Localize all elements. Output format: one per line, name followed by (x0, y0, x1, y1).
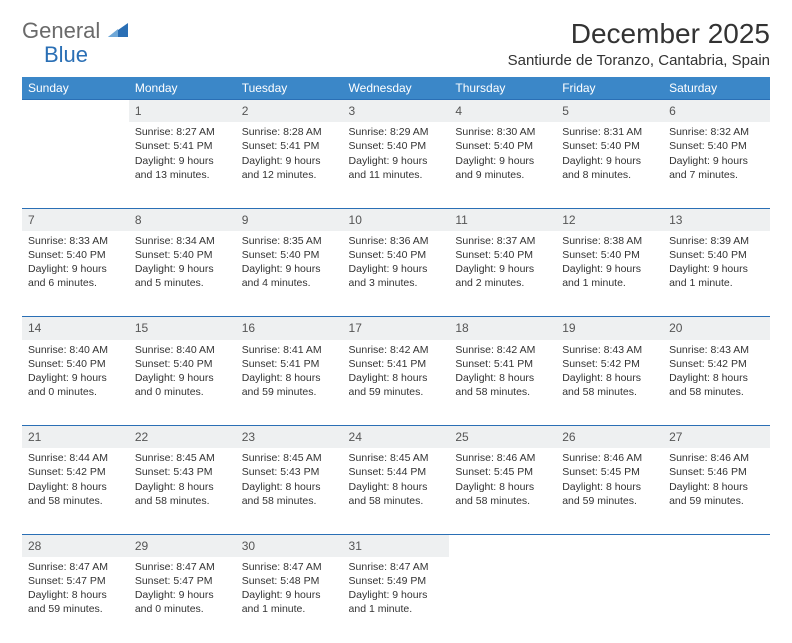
day-details (556, 557, 663, 643)
daynum-row: 123456 (22, 100, 770, 123)
daynum-row: 28293031 (22, 534, 770, 557)
day-number: 2 (236, 100, 343, 123)
sail-icon (106, 19, 130, 44)
day-number: 1 (129, 100, 236, 123)
location: Santiurde de Toranzo, Cantabria, Spain (508, 52, 770, 69)
day-number: 25 (449, 426, 556, 449)
day-number: 19 (556, 317, 663, 340)
day-details: Sunrise: 8:45 AMSunset: 5:43 PMDaylight:… (236, 448, 343, 534)
day-number: 30 (236, 534, 343, 557)
day-details: Sunrise: 8:34 AMSunset: 5:40 PMDaylight:… (129, 231, 236, 317)
day-details: Sunrise: 8:46 AMSunset: 5:45 PMDaylight:… (449, 448, 556, 534)
daynum-row: 14151617181920 (22, 317, 770, 340)
day-number: 10 (343, 208, 450, 231)
day-number: 22 (129, 426, 236, 449)
day-number: 28 (22, 534, 129, 557)
day-details: Sunrise: 8:47 AMSunset: 5:47 PMDaylight:… (22, 557, 129, 643)
day-number: 27 (663, 426, 770, 449)
day-number: 12 (556, 208, 663, 231)
day-number: 24 (343, 426, 450, 449)
details-row: Sunrise: 8:44 AMSunset: 5:42 PMDaylight:… (22, 448, 770, 534)
weekday-header: Monday (129, 77, 236, 100)
details-row: Sunrise: 8:47 AMSunset: 5:47 PMDaylight:… (22, 557, 770, 643)
title-block: December 2025 Santiurde de Toranzo, Cant… (508, 18, 770, 69)
weekday-header: Wednesday (343, 77, 450, 100)
daynum-row: 21222324252627 (22, 426, 770, 449)
day-number: 18 (449, 317, 556, 340)
day-details: Sunrise: 8:42 AMSunset: 5:41 PMDaylight:… (343, 340, 450, 426)
header: General Blue December 2025 Santiurde de … (22, 18, 770, 69)
day-number: 14 (22, 317, 129, 340)
details-row: Sunrise: 8:33 AMSunset: 5:40 PMDaylight:… (22, 231, 770, 317)
day-number: 3 (343, 100, 450, 123)
day-details: Sunrise: 8:41 AMSunset: 5:41 PMDaylight:… (236, 340, 343, 426)
day-details: Sunrise: 8:30 AMSunset: 5:40 PMDaylight:… (449, 122, 556, 208)
day-details: Sunrise: 8:29 AMSunset: 5:40 PMDaylight:… (343, 122, 450, 208)
day-number (22, 100, 129, 123)
day-details: Sunrise: 8:45 AMSunset: 5:43 PMDaylight:… (129, 448, 236, 534)
day-details: Sunrise: 8:33 AMSunset: 5:40 PMDaylight:… (22, 231, 129, 317)
day-number: 6 (663, 100, 770, 123)
day-details: Sunrise: 8:32 AMSunset: 5:40 PMDaylight:… (663, 122, 770, 208)
weekday-header-row: Sunday Monday Tuesday Wednesday Thursday… (22, 77, 770, 100)
day-details: Sunrise: 8:46 AMSunset: 5:45 PMDaylight:… (556, 448, 663, 534)
day-details: Sunrise: 8:47 AMSunset: 5:47 PMDaylight:… (129, 557, 236, 643)
day-number: 7 (22, 208, 129, 231)
day-details: Sunrise: 8:40 AMSunset: 5:40 PMDaylight:… (129, 340, 236, 426)
day-number: 16 (236, 317, 343, 340)
day-number: 13 (663, 208, 770, 231)
logo-text-general: General (22, 18, 100, 44)
day-number: 17 (343, 317, 450, 340)
day-details: Sunrise: 8:42 AMSunset: 5:41 PMDaylight:… (449, 340, 556, 426)
day-number: 8 (129, 208, 236, 231)
day-details: Sunrise: 8:40 AMSunset: 5:40 PMDaylight:… (22, 340, 129, 426)
weekday-header: Thursday (449, 77, 556, 100)
calendar-table: Sunday Monday Tuesday Wednesday Thursday… (22, 77, 770, 643)
day-details (22, 122, 129, 208)
day-details: Sunrise: 8:43 AMSunset: 5:42 PMDaylight:… (556, 340, 663, 426)
day-number: 5 (556, 100, 663, 123)
day-details: Sunrise: 8:36 AMSunset: 5:40 PMDaylight:… (343, 231, 450, 317)
weekday-header: Tuesday (236, 77, 343, 100)
logo: General Blue (22, 18, 130, 44)
day-details: Sunrise: 8:43 AMSunset: 5:42 PMDaylight:… (663, 340, 770, 426)
day-number: 11 (449, 208, 556, 231)
day-details: Sunrise: 8:38 AMSunset: 5:40 PMDaylight:… (556, 231, 663, 317)
details-row: Sunrise: 8:27 AMSunset: 5:41 PMDaylight:… (22, 122, 770, 208)
day-details: Sunrise: 8:28 AMSunset: 5:41 PMDaylight:… (236, 122, 343, 208)
weekday-header: Friday (556, 77, 663, 100)
day-number: 15 (129, 317, 236, 340)
day-details: Sunrise: 8:39 AMSunset: 5:40 PMDaylight:… (663, 231, 770, 317)
weekday-header: Saturday (663, 77, 770, 100)
weekday-header: Sunday (22, 77, 129, 100)
month-title: December 2025 (508, 18, 770, 50)
day-details (449, 557, 556, 643)
day-number: 9 (236, 208, 343, 231)
day-number: 4 (449, 100, 556, 123)
day-number (449, 534, 556, 557)
day-details (663, 557, 770, 643)
day-details: Sunrise: 8:46 AMSunset: 5:46 PMDaylight:… (663, 448, 770, 534)
day-number (556, 534, 663, 557)
day-details: Sunrise: 8:37 AMSunset: 5:40 PMDaylight:… (449, 231, 556, 317)
details-row: Sunrise: 8:40 AMSunset: 5:40 PMDaylight:… (22, 340, 770, 426)
calendar-body: 123456Sunrise: 8:27 AMSunset: 5:41 PMDay… (22, 100, 770, 643)
day-number: 26 (556, 426, 663, 449)
day-number: 20 (663, 317, 770, 340)
day-details: Sunrise: 8:31 AMSunset: 5:40 PMDaylight:… (556, 122, 663, 208)
daynum-row: 78910111213 (22, 208, 770, 231)
day-details: Sunrise: 8:44 AMSunset: 5:42 PMDaylight:… (22, 448, 129, 534)
day-details: Sunrise: 8:47 AMSunset: 5:49 PMDaylight:… (343, 557, 450, 643)
day-number: 29 (129, 534, 236, 557)
day-details: Sunrise: 8:47 AMSunset: 5:48 PMDaylight:… (236, 557, 343, 643)
day-number: 23 (236, 426, 343, 449)
logo-text-blue: Blue (44, 42, 88, 67)
day-number (663, 534, 770, 557)
day-number: 31 (343, 534, 450, 557)
day-details: Sunrise: 8:45 AMSunset: 5:44 PMDaylight:… (343, 448, 450, 534)
day-number: 21 (22, 426, 129, 449)
day-details: Sunrise: 8:35 AMSunset: 5:40 PMDaylight:… (236, 231, 343, 317)
day-details: Sunrise: 8:27 AMSunset: 5:41 PMDaylight:… (129, 122, 236, 208)
